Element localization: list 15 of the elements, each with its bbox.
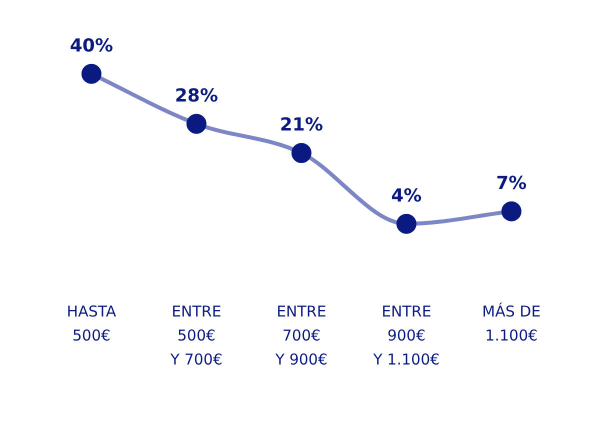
data-label: 21% (280, 114, 323, 136)
data-label: 40% (70, 36, 113, 57)
data-label: 28% (174, 86, 218, 107)
data-label: 4% (391, 186, 422, 207)
x-tick-label: ENTRE 700€ Y 900€ (274, 302, 328, 368)
x-tick-label: ENTRE 500€ Y 700€ (169, 302, 223, 368)
point (291, 143, 312, 163)
data-label: 7% (496, 173, 527, 194)
x-tick-label: HASTA 500€ (66, 302, 117, 344)
point (501, 201, 522, 222)
x-tick-label: ENTRE 900€ Y 1.100€ (372, 302, 440, 368)
point (186, 114, 206, 134)
point (396, 214, 416, 234)
x-tick-label: MÁS DE 1.100€ (482, 302, 541, 344)
point (81, 64, 102, 84)
